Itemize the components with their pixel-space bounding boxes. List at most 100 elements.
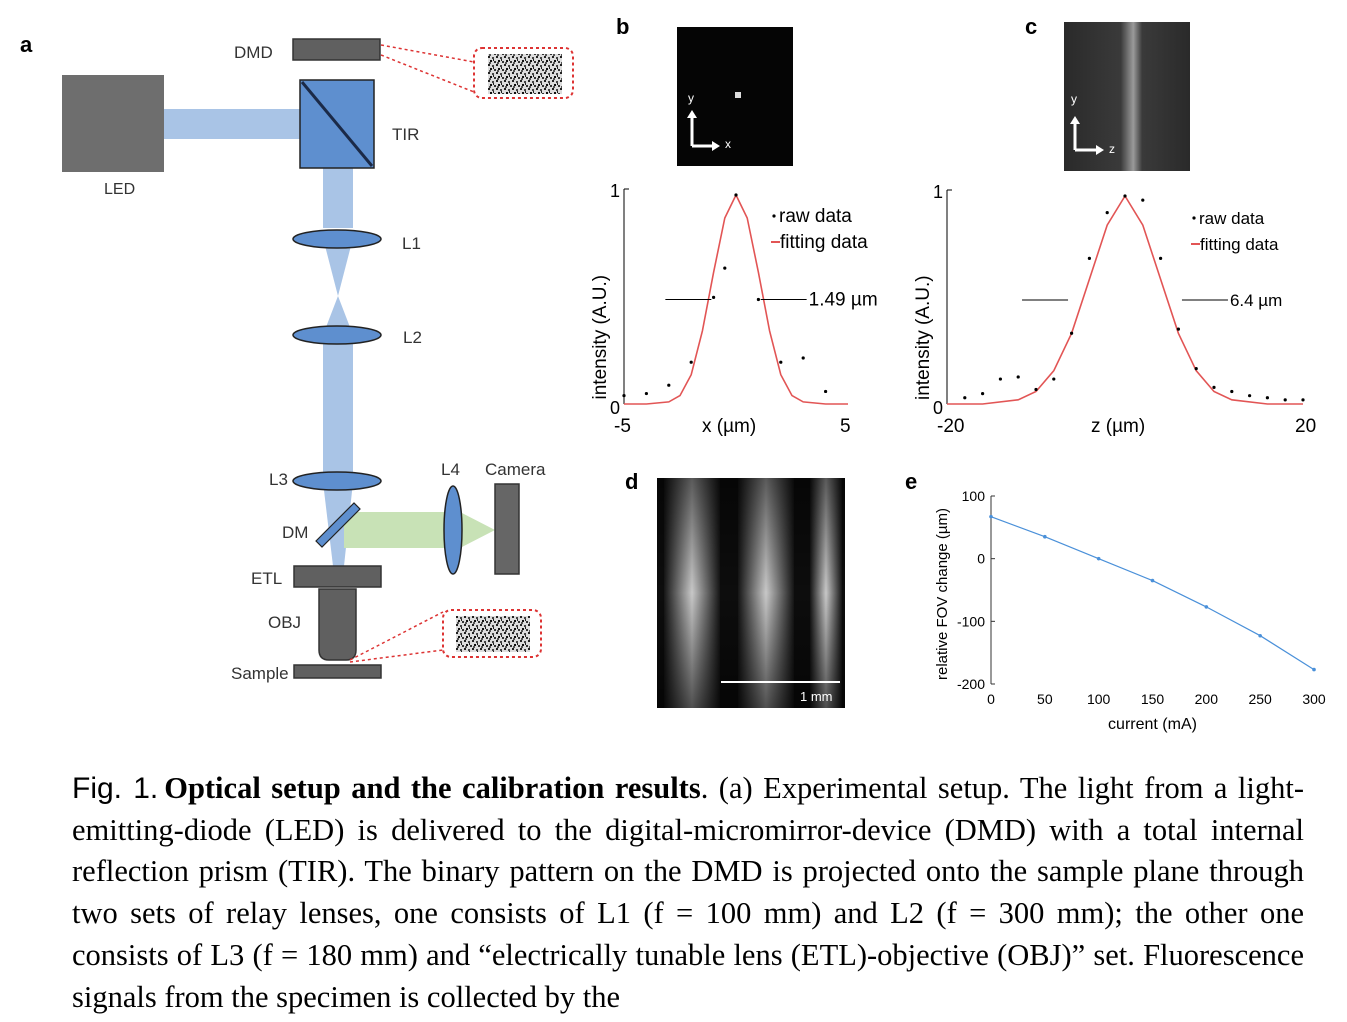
obj-label: OBJ	[268, 613, 301, 632]
e-xtick-label: 150	[1141, 691, 1165, 707]
c-raw-point	[1248, 394, 1252, 398]
b-raw-point	[779, 360, 783, 364]
c-xtick-min: -20	[937, 416, 964, 437]
b-raw-point	[644, 391, 649, 396]
sample-zoom-line-1	[349, 611, 444, 661]
emission-focus	[460, 512, 495, 548]
b-raw-point	[734, 193, 738, 197]
sample-block	[293, 664, 382, 679]
dm-label: DM	[282, 523, 308, 542]
panel-label-e: e	[905, 469, 917, 494]
b-legend-raw: raw data	[779, 206, 852, 227]
c-raw-point	[1212, 385, 1216, 389]
lens-l3	[292, 471, 382, 491]
dmd-zoom-line-2	[380, 54, 475, 93]
led-block	[62, 75, 164, 172]
e-xtick-label: 0	[987, 691, 995, 707]
e-series-point	[1312, 667, 1316, 672]
l2-label: L2	[403, 328, 422, 347]
l3-label: L3	[269, 470, 288, 489]
c-fwhm-label: 6.4 µm	[1230, 291, 1282, 310]
e-series-point	[1258, 633, 1262, 638]
b-bead-spot	[735, 92, 741, 98]
figure-1: a LED DMD TIR L1 L2 L3 DM	[20, 14, 1326, 733]
c-raw-point	[1141, 198, 1145, 202]
c-arrow-up	[1070, 116, 1080, 124]
c-raw-point	[1070, 331, 1074, 335]
dmd-binary-pattern	[488, 54, 562, 94]
b-xlabel: x (µm)	[702, 416, 756, 437]
b-axis-x: x	[725, 137, 731, 151]
b-fwhm-label: 1.49 µm	[809, 290, 878, 311]
dichroic-mirror	[315, 502, 361, 548]
c-xtick-max: 20	[1295, 416, 1316, 437]
dmd-label: DMD	[234, 43, 273, 62]
led-beam	[164, 109, 302, 139]
e-series-point	[1150, 578, 1155, 583]
b-legend-raw-marker	[772, 214, 776, 218]
c-xlabel: z (µm)	[1091, 416, 1145, 437]
c-raw-point	[1301, 398, 1305, 402]
panel-a: a LED DMD TIR L1 L2 L3 DM	[20, 32, 574, 683]
c-raw-point	[1159, 256, 1163, 260]
c-ytick-1: 1	[933, 182, 943, 202]
caption-title: Optical setup and the calibration result…	[164, 771, 701, 805]
b-xtick-max: 5	[840, 416, 851, 437]
sample-zoom-line-2	[349, 649, 444, 663]
b-raw-point	[756, 297, 761, 302]
beam-focus-l2	[323, 296, 353, 335]
etl-label: ETL	[251, 569, 282, 588]
b-axis-y: y	[688, 91, 694, 105]
b-raw-point	[824, 389, 828, 394]
b-raw-point	[712, 295, 716, 300]
e-ytick-label: -200	[957, 676, 985, 692]
lens-l4	[443, 485, 463, 575]
e-ytick-label: 0	[977, 551, 985, 567]
e-series-point	[1204, 605, 1209, 609]
b-raw-point	[667, 383, 671, 387]
beam-l1-focus	[323, 238, 353, 296]
c-raw-point	[1087, 256, 1091, 260]
e-series-line	[990, 516, 1315, 671]
c-axial-image	[1064, 22, 1190, 171]
b-raw-point	[622, 394, 626, 398]
l4-label: L4	[441, 460, 460, 479]
b-ytick-0: 0	[610, 398, 620, 418]
objective-lens	[318, 588, 357, 661]
e-xtick-label: 250	[1248, 691, 1272, 707]
c-axis-z: z	[1109, 142, 1115, 156]
chart-b: 1 0-5 5 x (µm) intensity (A.U.) 1.49 µm raw da…	[590, 181, 878, 437]
dmd-zoom-line-1	[380, 44, 475, 63]
e-xtick-label: 100	[1087, 691, 1111, 707]
sample-pattern-frame	[442, 609, 542, 658]
panel-label-b: b	[616, 14, 629, 39]
b-arrow-up	[687, 110, 697, 118]
e-series-point	[1043, 534, 1047, 539]
caption-body: . (a) Experimental setup. The light from…	[72, 771, 1304, 1014]
c-raw-point	[1230, 389, 1234, 394]
dmd-block	[292, 38, 381, 61]
e-xtick-label: 300	[1302, 691, 1326, 707]
c-legend-raw: raw data	[1199, 209, 1265, 228]
e-xlabel: current (mA)	[1108, 716, 1197, 733]
c-raw-point	[998, 377, 1003, 381]
c-raw-point	[963, 396, 967, 400]
c-raw-point	[1034, 387, 1038, 392]
panel-label-d: d	[625, 469, 638, 494]
c-axis-y: y	[1071, 92, 1077, 106]
b-xtick-min: -5	[614, 416, 631, 437]
b-raw-point	[801, 356, 805, 360]
e-ytick-label: 100	[962, 488, 986, 504]
c-raw-point	[1016, 375, 1020, 379]
beam-tir-l1	[323, 168, 353, 228]
e-series-point	[1096, 556, 1101, 561]
caption-fig-number: Fig. 1.	[72, 772, 159, 805]
panel-label-a: a	[20, 32, 33, 57]
camera-block	[494, 483, 520, 575]
b-raw-point	[723, 266, 727, 270]
c-raw-point	[1123, 194, 1127, 198]
c-raw-point	[1265, 396, 1269, 400]
led-label: LED	[104, 181, 135, 198]
